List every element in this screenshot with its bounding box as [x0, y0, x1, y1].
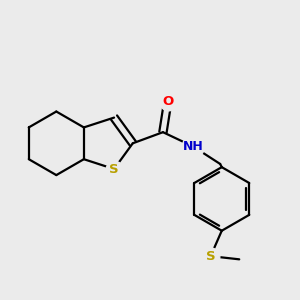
Text: S: S — [206, 250, 215, 263]
Text: S: S — [109, 163, 119, 176]
Text: NH: NH — [183, 140, 203, 153]
Text: O: O — [162, 95, 173, 109]
